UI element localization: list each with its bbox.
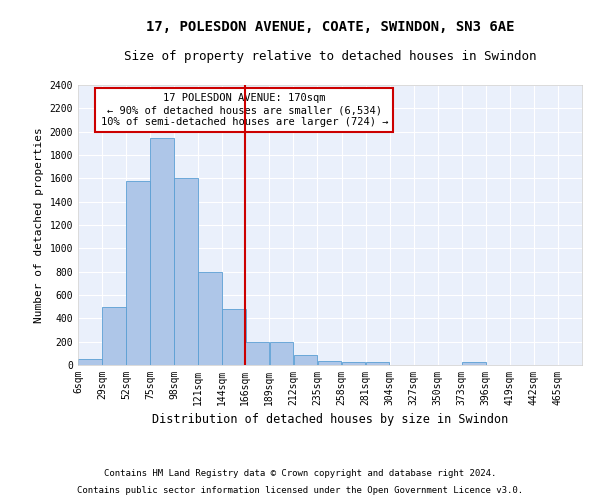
Bar xyxy=(293,354,317,365)
Bar xyxy=(223,309,246,365)
Bar xyxy=(366,362,389,365)
Bar xyxy=(151,138,174,365)
Text: Contains HM Land Registry data © Crown copyright and database right 2024.: Contains HM Land Registry data © Crown c… xyxy=(104,468,496,477)
Bar xyxy=(341,362,365,365)
Bar xyxy=(245,342,269,365)
Text: 17, POLESDON AVENUE, COATE, SWINDON, SN3 6AE: 17, POLESDON AVENUE, COATE, SWINDON, SN3… xyxy=(146,20,514,34)
X-axis label: Distribution of detached houses by size in Swindon: Distribution of detached houses by size … xyxy=(152,414,508,426)
Bar xyxy=(199,272,222,365)
Y-axis label: Number of detached properties: Number of detached properties xyxy=(34,127,44,323)
Text: Contains public sector information licensed under the Open Government Licence v3: Contains public sector information licen… xyxy=(77,486,523,495)
Bar xyxy=(126,180,150,365)
Bar xyxy=(175,178,198,365)
Bar xyxy=(462,362,485,365)
Text: Size of property relative to detached houses in Swindon: Size of property relative to detached ho… xyxy=(124,50,536,63)
Bar xyxy=(269,342,293,365)
Bar xyxy=(317,361,341,365)
Bar xyxy=(78,359,102,365)
Bar xyxy=(102,306,126,365)
Text: 17 POLESDON AVENUE: 170sqm
← 90% of detached houses are smaller (6,534)
10% of s: 17 POLESDON AVENUE: 170sqm ← 90% of deta… xyxy=(101,94,388,126)
